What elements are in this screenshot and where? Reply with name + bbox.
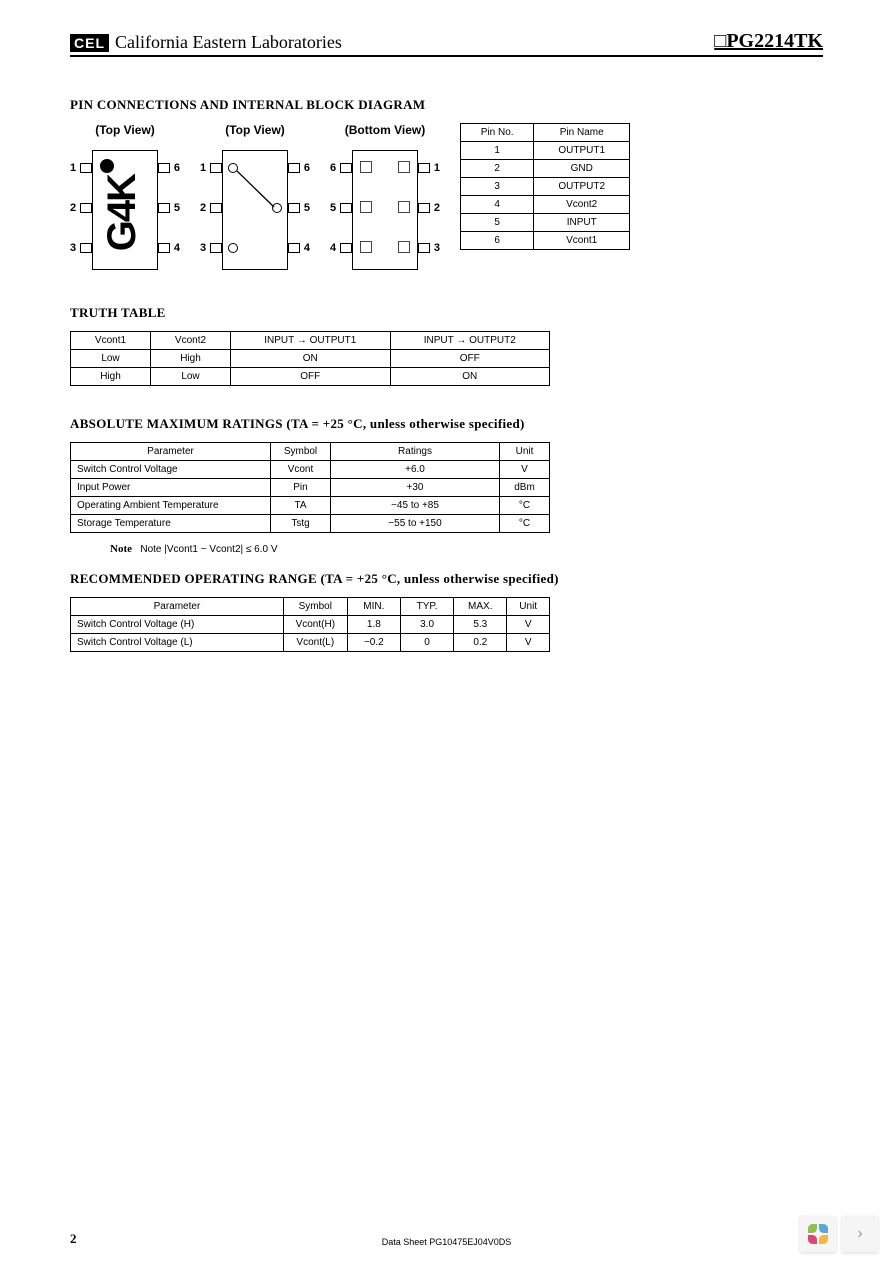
abs-max-table: Parameter Symbol Ratings Unit Switch Con… (70, 442, 550, 533)
next-page-button[interactable]: › (842, 1216, 878, 1252)
logo-cel-box: CEL (70, 34, 109, 52)
datasheet-id: Data Sheet PG10475EJ04V0DS (382, 1237, 512, 1247)
table-row: 2GND (461, 160, 630, 178)
table-row: 6Vcont1 (461, 232, 630, 250)
logo-text: California Eastern Laboratories (115, 32, 342, 53)
diagrams-row: (Top View) G4K 1 2 3 6 5 4 (Top View) (70, 123, 823, 275)
diagram2-label: (Top View) (200, 123, 310, 137)
rec-op-table: Parameter Symbol MIN. TYP. MAX. Unit Swi… (70, 597, 550, 652)
part-number: □PG2214TK (714, 30, 823, 53)
diagram1-label: (Top View) (70, 123, 180, 137)
diagram-bottom-view: (Bottom View) 6 5 4 1 2 3 (330, 123, 440, 275)
flower-icon (808, 1224, 828, 1244)
section-truth-table-title: TRUTH TABLE (70, 305, 823, 321)
table-row: Switch Control VoltageVcont+6.0V (71, 461, 550, 479)
table-row: Input PowerPin+30dBm (71, 479, 550, 497)
chevron-right-icon: › (857, 1225, 862, 1243)
nav-buttons: › (800, 1216, 878, 1252)
diagram-top-marking: (Top View) G4K 1 2 3 6 5 4 (70, 123, 180, 275)
table-row: 3OUTPUT2 (461, 178, 630, 196)
pin-table: Pin No.Pin Name 1OUTPUT1 2GND 3OUTPUT2 4… (460, 123, 630, 250)
pin1-dot-icon (100, 159, 114, 173)
table-row: 4Vcont2 (461, 196, 630, 214)
table-row: Parameter Symbol Ratings Unit (71, 443, 550, 461)
section-rec-op-title: RECOMMENDED OPERATING RANGE (TA = +25 °C… (70, 571, 823, 587)
section-pin-connections-title: PIN CONNECTIONS AND INTERNAL BLOCK DIAGR… (70, 97, 823, 113)
page-number: 2 (70, 1231, 77, 1247)
page-header: CEL California Eastern Laboratories □PG2… (70, 30, 823, 57)
logo-group: CEL California Eastern Laboratories (70, 32, 342, 53)
table-row: 5INPUT (461, 214, 630, 232)
table-row: LowHighONOFF (71, 350, 550, 368)
logo-button[interactable] (800, 1216, 836, 1252)
pin-table-wrap: Pin No.Pin Name 1OUTPUT1 2GND 3OUTPUT2 4… (460, 123, 630, 250)
diagram3-label: (Bottom View) (330, 123, 440, 137)
truth-table: Vcont1 Vcont2 INPUT → OUTPUT1 INPUT → OU… (70, 331, 550, 386)
abs-max-note: Note Note |Vcont1 − Vcont2| ≤ 6.0 V (110, 543, 823, 555)
table-row: 1OUTPUT1 (461, 142, 630, 160)
table-row: Switch Control Voltage (L)Vcont(L)−0.200… (71, 634, 550, 652)
table-row: Operating Ambient TemperatureTA−45 to +8… (71, 497, 550, 515)
package-marking: G4K (100, 175, 145, 251)
table-row: Storage TemperatureTstg−55 to +150°C (71, 515, 550, 533)
switch-line-icon (200, 145, 310, 275)
diagram-top-schematic: (Top View) 1 2 3 6 5 4 (200, 123, 310, 275)
table-row: Parameter Symbol MIN. TYP. MAX. Unit (71, 598, 550, 616)
section-abs-max-title: ABSOLUTE MAXIMUM RATINGS (TA = +25 °C, u… (70, 416, 823, 432)
table-row: Pin No.Pin Name (461, 124, 630, 142)
table-row: HighLowOFFON (71, 368, 550, 386)
table-row: Vcont1 Vcont2 INPUT → OUTPUT1 INPUT → OU… (71, 332, 550, 350)
table-row: Switch Control Voltage (H)Vcont(H)1.83.0… (71, 616, 550, 634)
